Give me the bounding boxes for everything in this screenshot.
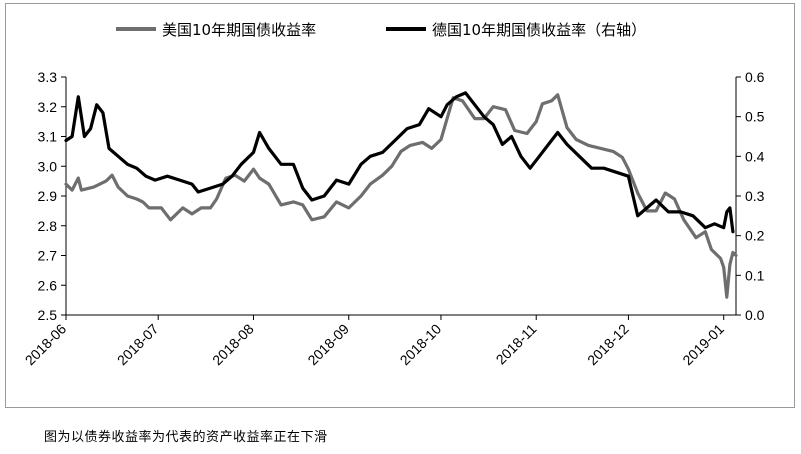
y-tick-label-left: 2.8 <box>38 218 58 234</box>
y-tick-label-right: 0.0 <box>745 307 765 323</box>
chart-frame: 美国10年期国债收益率 德国10年期国债收益率（右轴） 3.3 3.2 3.1 3.0… <box>5 3 795 408</box>
y-tick-label-right: 0.5 <box>745 109 765 125</box>
y-tick-label-left: 3.0 <box>38 158 58 174</box>
y-tick-label-right: 0.4 <box>745 148 765 164</box>
y-tick-label-left: 2.7 <box>38 248 58 264</box>
x-tick-label: 2018-08 <box>209 320 257 368</box>
y-tick-label-left: 3.1 <box>38 129 58 145</box>
y-tick-label-right: 0.3 <box>745 188 765 204</box>
legend-label-us: 美国10年期国债收益率 <box>162 21 316 39</box>
series-line-de-10y <box>64 91 735 234</box>
chart-svg: 美国10年期国债收益率 德国10年期国债收益率（右轴） 3.3 3.2 3.1 3.0… <box>22 21 765 368</box>
x-tick-label: 2019-01 <box>679 320 727 368</box>
y-tick-label-left: 3.2 <box>38 99 58 115</box>
y-tick-label-left: 2.9 <box>38 188 58 204</box>
y-tick-label-left: 3.3 <box>38 69 58 85</box>
y-tick-label-left: 2.6 <box>38 277 58 293</box>
y-tick-label-right: 0.1 <box>745 267 765 283</box>
x-tick-label: 2018-09 <box>304 320 352 368</box>
x-tick-label: 2018-07 <box>114 320 162 368</box>
y-tick-label-right: 0.2 <box>745 228 765 244</box>
x-tick-label: 2018-12 <box>584 320 632 368</box>
series-line-us-10y <box>64 93 738 299</box>
x-tick-label: 2018-11 <box>493 320 540 367</box>
x-tick-label: 2018-06 <box>22 320 70 368</box>
series-group <box>64 91 738 299</box>
y-tick-label-left: 2.5 <box>38 307 58 323</box>
y-tick-label-right: 0.6 <box>745 69 765 85</box>
x-tick-label: 2018-10 <box>397 320 445 368</box>
legend: 美国10年期国债收益率 德国10年期国债收益率（右轴） <box>116 21 646 39</box>
axes: 3.3 3.2 3.1 3.0 2.9 2.8 2.7 2.6 2.5 0.6 0.5 0.4 0.3 0… <box>22 69 765 368</box>
legend-label-de: 德国10年期国债收益率（右轴） <box>432 21 646 39</box>
figure-caption: 图为以债券收益率为代表的资产收益率正在下滑 <box>44 430 328 445</box>
